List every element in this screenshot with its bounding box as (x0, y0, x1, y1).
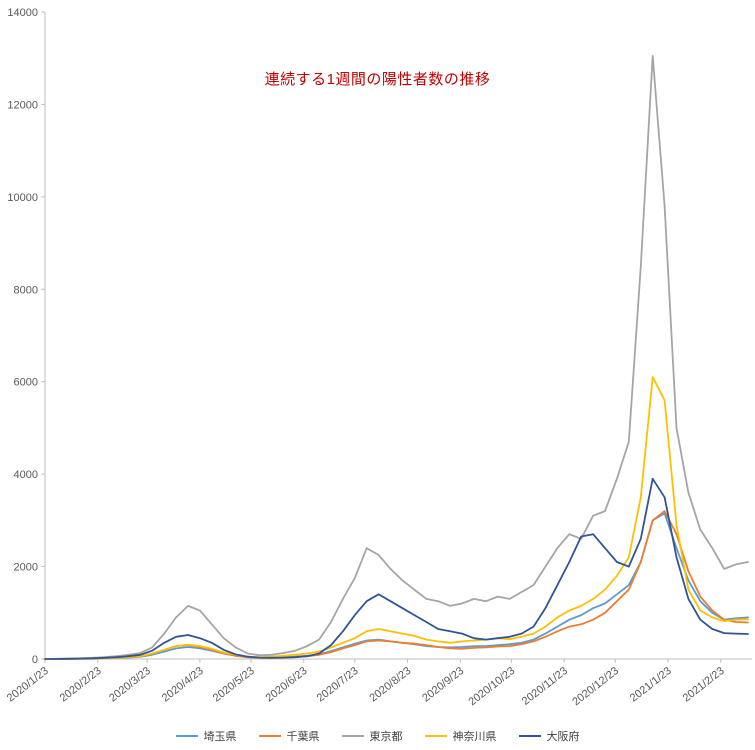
x-tick-label: 2020/1/23 (5, 665, 51, 705)
y-tick-label: 8000 (14, 284, 38, 296)
y-tick-label: 10000 (7, 192, 38, 204)
legend-item-4: 大阪府 (518, 728, 580, 744)
chart-title: 連続する1週間の陽性者数の推移 (264, 71, 491, 88)
legend-label: 大阪府 (546, 731, 580, 743)
series-line-0 (44, 512, 749, 660)
legend-item-3: 神奈川県 (424, 728, 497, 744)
legend-line-swatch (258, 735, 281, 737)
x-tick-label: 2020/7/23 (315, 665, 361, 705)
x-tick-label: 2020/3/23 (107, 665, 153, 705)
legend-label: 千葉県 (286, 731, 320, 743)
legend: 埼玉県 千葉県 東京都 神奈川県 大阪府 (0, 728, 755, 744)
x-tick-label: 2020/10/23 (466, 665, 517, 708)
legend-item-1: 千葉県 (258, 728, 320, 744)
series-line-3 (44, 376, 749, 660)
y-tick-label: 6000 (14, 377, 38, 389)
x-tick-label: 2020/6/23 (264, 665, 310, 705)
series-line-2 (44, 55, 749, 660)
legend-label: 東京都 (369, 731, 403, 743)
legend-item-2: 東京都 (341, 728, 403, 744)
x-tick-label: 2020/8/23 (367, 665, 413, 705)
legend-line-swatch (175, 735, 198, 737)
y-tick-label: 12000 (7, 99, 38, 111)
x-tick-label: 2020/12/23 (570, 665, 621, 708)
x-tick-label: 2020/2/23 (58, 665, 104, 705)
legend-line-swatch (341, 735, 364, 737)
x-tick-label: 2020/9/23 (420, 665, 466, 705)
y-tick-label: 0 (32, 654, 38, 666)
x-tick-label: 2021/2/23 (681, 665, 727, 705)
y-tick-label: 4000 (14, 469, 38, 481)
legend-label: 神奈川県 (452, 731, 497, 743)
x-tick-label: 2020/4/23 (160, 665, 206, 705)
x-tick-label: 2020/5/23 (211, 665, 257, 705)
y-tick-label: 2000 (14, 562, 38, 574)
x-tick-label: 2021/1/23 (628, 665, 674, 705)
series-line-4 (44, 477, 749, 660)
legend-line-swatch (424, 735, 447, 737)
legend-line-swatch (518, 735, 541, 737)
legend-item-0: 埼玉県 (175, 728, 237, 744)
y-tick-label: 14000 (7, 7, 38, 19)
x-tick-label: 2020/11/23 (520, 665, 570, 708)
legend-label: 埼玉県 (203, 731, 237, 743)
